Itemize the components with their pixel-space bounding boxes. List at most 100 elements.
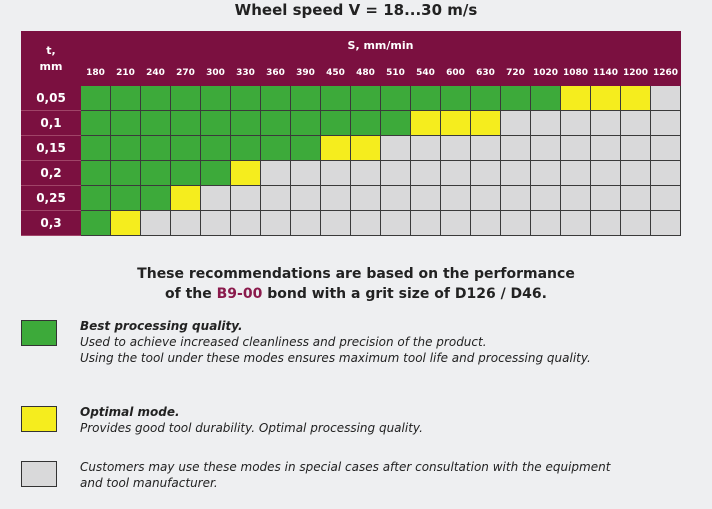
table-cell xyxy=(320,185,351,211)
t-header-unit: mm xyxy=(39,59,63,73)
table-cell xyxy=(590,85,621,111)
table-cell xyxy=(470,110,501,136)
table-cell xyxy=(230,135,261,161)
table-cell xyxy=(320,210,351,236)
table-cell xyxy=(260,110,291,136)
table-cell xyxy=(80,210,111,236)
table-cell xyxy=(260,185,291,211)
column-header: 180 xyxy=(80,59,111,86)
table-cell xyxy=(440,160,471,186)
column-header: 330 xyxy=(230,59,261,86)
table-cell xyxy=(320,160,351,186)
table-cell xyxy=(410,160,441,186)
table-cell xyxy=(590,185,621,211)
table-cell xyxy=(290,185,321,211)
table-cell xyxy=(80,85,111,111)
table-cell xyxy=(260,210,291,236)
legend-green-text: Best processing quality. Used to achieve… xyxy=(80,318,591,366)
note-line-2-post: bond with a grit size of D126 / D46. xyxy=(262,286,547,302)
table-cell xyxy=(500,110,531,136)
table-cell xyxy=(470,185,501,211)
table-cell xyxy=(140,210,171,236)
table-cell xyxy=(650,185,681,211)
column-header: 600 xyxy=(440,59,471,86)
table-cell xyxy=(440,110,471,136)
column-header: 1080 xyxy=(560,59,591,86)
table-row: 0,25 xyxy=(21,185,681,211)
table-cell xyxy=(560,185,591,211)
table-cell xyxy=(470,135,501,161)
column-header: 390 xyxy=(290,59,321,86)
column-header: 240 xyxy=(140,59,171,86)
table-cell xyxy=(350,85,381,111)
table-cell xyxy=(560,160,591,186)
legend-green-swatch xyxy=(21,320,57,346)
column-header: 1260 xyxy=(650,59,681,86)
table-cell xyxy=(530,85,561,111)
column-header: 360 xyxy=(260,59,291,86)
table-cell xyxy=(650,85,681,111)
table-cell xyxy=(560,85,591,111)
table-cell xyxy=(170,110,201,136)
table-cell xyxy=(380,135,411,161)
table-cell xyxy=(80,135,111,161)
table-cell xyxy=(260,85,291,111)
table-cell xyxy=(260,135,291,161)
table-cell xyxy=(200,185,231,211)
table-cell xyxy=(530,135,561,161)
table-cell xyxy=(410,135,441,161)
table-cell xyxy=(170,160,201,186)
table-cell xyxy=(170,85,201,111)
table-cell xyxy=(410,210,441,236)
table-cell xyxy=(590,135,621,161)
table-cell xyxy=(440,185,471,211)
table-cell xyxy=(350,135,381,161)
table-cell xyxy=(380,210,411,236)
table-cell xyxy=(440,210,471,236)
recommendation-table: t, mm S, mm/min 180 210 240 270 300 330 360 390… xyxy=(21,31,681,236)
table-cell xyxy=(290,110,321,136)
column-header: 270 xyxy=(170,59,201,86)
column-header: 210 xyxy=(110,59,141,86)
table-cell xyxy=(140,110,171,136)
table-cell xyxy=(200,210,231,236)
table-cell xyxy=(290,85,321,111)
table-cell xyxy=(350,210,381,236)
table-cell xyxy=(410,85,441,111)
table-cell xyxy=(320,135,351,161)
t-header: t, mm xyxy=(21,31,81,86)
table-row: 0,05 xyxy=(21,85,681,111)
table-cell xyxy=(140,160,171,186)
table-cell xyxy=(650,160,681,186)
table-cell xyxy=(620,210,651,236)
table-cell xyxy=(380,85,411,111)
column-header: 720 xyxy=(500,59,531,86)
recommendation-note: These recommendations are based on the p… xyxy=(0,264,712,304)
column-header: 480 xyxy=(350,59,381,86)
table-cell xyxy=(110,160,141,186)
table-cell xyxy=(620,110,651,136)
table-cell xyxy=(110,135,141,161)
table-cell xyxy=(530,160,561,186)
table-cell xyxy=(170,135,201,161)
table-row: 0,1 xyxy=(21,110,681,136)
table-cell xyxy=(380,160,411,186)
column-header: 300 xyxy=(200,59,231,86)
s-header: S, mm/min xyxy=(80,31,681,60)
table-cell xyxy=(620,185,651,211)
table-cell xyxy=(200,160,231,186)
table-cell xyxy=(350,160,381,186)
table-cell xyxy=(230,110,261,136)
table-cell xyxy=(530,110,561,136)
table-cell xyxy=(500,210,531,236)
table-cell xyxy=(260,160,291,186)
bond-name: B9-00 xyxy=(216,286,263,302)
table-cell xyxy=(350,185,381,211)
row-header: 0,15 xyxy=(21,135,81,161)
table-cell xyxy=(590,160,621,186)
column-header: 630 xyxy=(470,59,501,86)
table-cell xyxy=(410,185,441,211)
table-body: 0,05 0,1 0,15 0,2 0,25 0,3 xyxy=(21,85,681,236)
row-header: 0,3 xyxy=(21,210,81,236)
table-cell xyxy=(140,85,171,111)
